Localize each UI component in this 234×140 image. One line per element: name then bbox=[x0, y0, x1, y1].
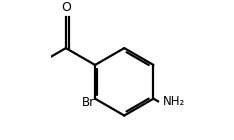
Text: Br: Br bbox=[82, 96, 95, 109]
Text: O: O bbox=[61, 1, 71, 14]
Text: NH₂: NH₂ bbox=[163, 95, 185, 108]
